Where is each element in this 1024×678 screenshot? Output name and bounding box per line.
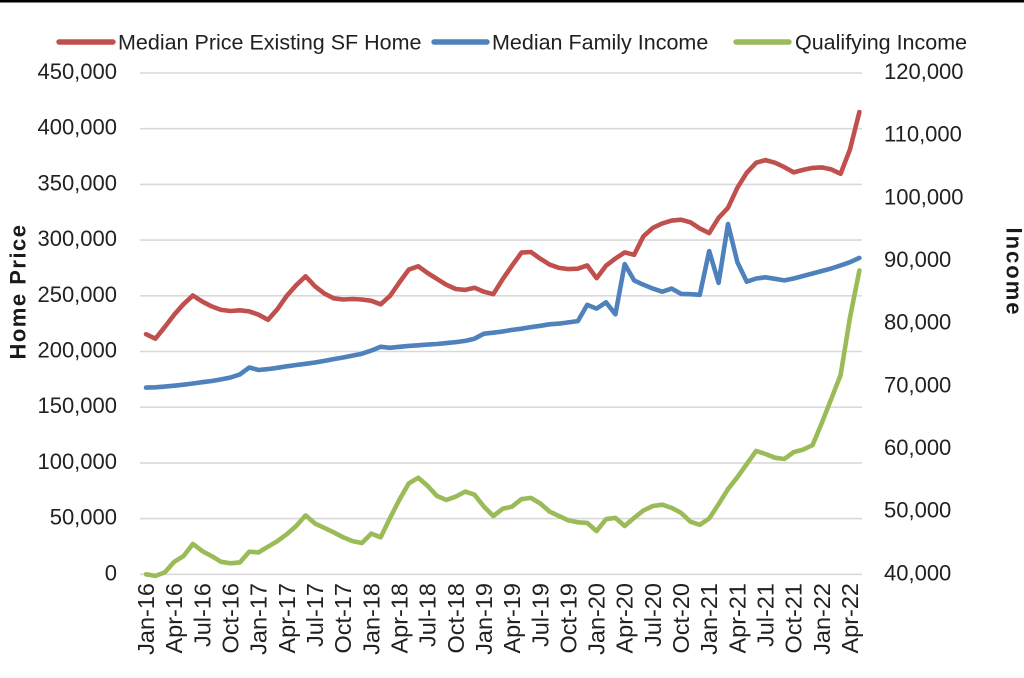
svg-text:Apr-19: Apr-19 (499, 583, 525, 654)
svg-text:Apr-22: Apr-22 (837, 583, 863, 654)
svg-text:Jul-18: Jul-18 (415, 583, 441, 647)
svg-text:Oct-20: Oct-20 (668, 583, 694, 654)
svg-text:Oct-19: Oct-19 (555, 583, 581, 654)
svg-text:90,000: 90,000 (884, 247, 951, 272)
svg-text:350,000: 350,000 (37, 170, 117, 195)
svg-text:Jul-19: Jul-19 (527, 583, 553, 647)
svg-text:120,000: 120,000 (884, 59, 964, 84)
svg-text:Apr-21: Apr-21 (724, 583, 750, 654)
svg-text:Home Price: Home Price (6, 223, 31, 359)
svg-text:400,000: 400,000 (37, 115, 117, 140)
svg-text:Jan-16: Jan-16 (133, 583, 159, 655)
svg-text:Oct-16: Oct-16 (218, 583, 244, 654)
svg-text:50,000: 50,000 (50, 505, 117, 530)
svg-text:40,000: 40,000 (884, 560, 951, 585)
svg-text:100,000: 100,000 (884, 184, 964, 209)
svg-text:0: 0 (105, 560, 117, 585)
svg-text:Apr-18: Apr-18 (386, 583, 412, 654)
svg-text:Oct-18: Oct-18 (443, 583, 469, 654)
svg-text:110,000: 110,000 (884, 122, 962, 147)
svg-text:Oct-21: Oct-21 (781, 583, 807, 654)
svg-text:Qualifying Income: Qualifying Income (795, 31, 967, 55)
svg-text:Jan-17: Jan-17 (246, 583, 272, 655)
svg-text:200,000: 200,000 (37, 338, 117, 363)
svg-text:Income: Income (1002, 227, 1024, 316)
svg-text:60,000: 60,000 (884, 435, 951, 460)
svg-text:450,000: 450,000 (37, 59, 117, 84)
svg-text:Jul-16: Jul-16 (189, 583, 215, 647)
svg-text:50,000: 50,000 (884, 498, 951, 523)
svg-text:Jan-20: Jan-20 (584, 583, 610, 655)
svg-text:Apr-17: Apr-17 (274, 583, 300, 654)
svg-text:Oct-17: Oct-17 (330, 583, 356, 654)
svg-text:Apr-20: Apr-20 (612, 583, 638, 654)
svg-text:80,000: 80,000 (884, 310, 951, 335)
svg-text:Median Family Income: Median Family Income (492, 31, 708, 55)
svg-text:150,000: 150,000 (37, 393, 117, 418)
svg-text:100,000: 100,000 (37, 449, 117, 474)
svg-text:Jan-21: Jan-21 (696, 583, 722, 655)
svg-text:Jul-20: Jul-20 (640, 583, 666, 647)
svg-text:Median Price Existing SF Home: Median Price Existing SF Home (118, 31, 422, 55)
svg-text:Apr-16: Apr-16 (161, 583, 187, 654)
svg-text:250,000: 250,000 (37, 282, 117, 307)
svg-text:Jan-19: Jan-19 (471, 583, 497, 655)
svg-text:Jul-17: Jul-17 (302, 583, 328, 647)
svg-text:70,000: 70,000 (884, 372, 951, 397)
svg-text:Jan-22: Jan-22 (809, 583, 835, 655)
svg-text:Jan-18: Jan-18 (358, 583, 384, 655)
svg-text:Jul-21: Jul-21 (753, 583, 779, 647)
svg-text:300,000: 300,000 (37, 226, 117, 251)
